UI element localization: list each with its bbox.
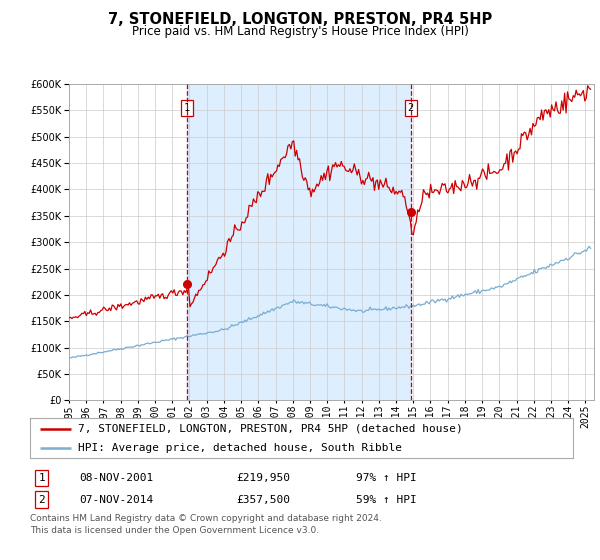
- Text: 7, STONEFIELD, LONGTON, PRESTON, PR4 5HP (detached house): 7, STONEFIELD, LONGTON, PRESTON, PR4 5HP…: [78, 424, 463, 433]
- Text: 07-NOV-2014: 07-NOV-2014: [79, 494, 153, 505]
- Text: HPI: Average price, detached house, South Ribble: HPI: Average price, detached house, Sout…: [78, 443, 402, 453]
- Text: Contains HM Land Registry data © Crown copyright and database right 2024.
This d: Contains HM Land Registry data © Crown c…: [30, 514, 382, 535]
- Text: 59% ↑ HPI: 59% ↑ HPI: [356, 494, 416, 505]
- Bar: [187, 84, 410, 400]
- Text: 7, STONEFIELD, LONGTON, PRESTON, PR4 5HP: 7, STONEFIELD, LONGTON, PRESTON, PR4 5HP: [108, 12, 492, 27]
- Text: 1: 1: [38, 473, 46, 483]
- Text: 2: 2: [407, 102, 414, 113]
- Text: 1: 1: [184, 102, 190, 113]
- Text: £219,950: £219,950: [236, 473, 290, 483]
- Text: 08-NOV-2001: 08-NOV-2001: [79, 473, 153, 483]
- Text: £357,500: £357,500: [236, 494, 290, 505]
- Text: 2: 2: [38, 494, 46, 505]
- Text: 97% ↑ HPI: 97% ↑ HPI: [356, 473, 416, 483]
- Text: Price paid vs. HM Land Registry's House Price Index (HPI): Price paid vs. HM Land Registry's House …: [131, 25, 469, 38]
